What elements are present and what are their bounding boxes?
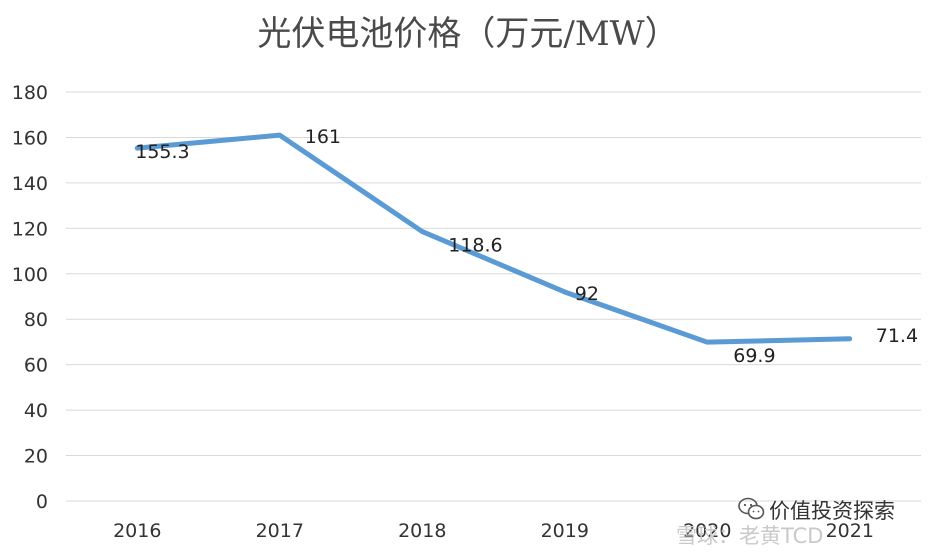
x-tick-label: 2021 <box>826 520 874 542</box>
data-label: 161 <box>305 126 341 148</box>
data-label: 92 <box>575 283 599 305</box>
chart-title: 光伏电池价格（万元/MW） <box>257 14 678 54</box>
data-labels: 155.3 161 118.6 92 69.9 71.4 <box>135 126 918 367</box>
data-label: 118.6 <box>448 235 502 257</box>
gridlines <box>66 91 921 502</box>
x-tick-label: 2020 <box>683 520 731 542</box>
y-tick-label: 100 <box>12 264 48 286</box>
y-tick-label: 40 <box>24 400 48 422</box>
x-axis-ticks: 2016 2017 2018 2019 2020 2021 <box>113 520 874 542</box>
wechat-icon <box>738 497 765 520</box>
y-axis-ticks: 0 20 40 60 80 100 120 140 160 180 <box>12 82 48 513</box>
x-tick-label: 2017 <box>256 520 304 542</box>
watermark-faint-text: 雪球：老黄TCD <box>676 524 823 548</box>
x-tick-label: 2016 <box>113 520 161 542</box>
series-layer <box>134 132 853 345</box>
y-tick-label: 20 <box>24 446 48 468</box>
data-label: 69.9 <box>733 345 775 367</box>
data-label: 71.4 <box>876 325 918 347</box>
x-tick-label: 2018 <box>398 520 446 542</box>
series-line <box>134 132 853 345</box>
watermark: 雪球：老黄TCD 价值投资探索 <box>676 497 895 548</box>
y-tick-label: 0 <box>36 491 48 513</box>
y-tick-label: 80 <box>24 309 48 331</box>
y-tick-label: 180 <box>12 82 48 104</box>
y-tick-label: 160 <box>12 127 48 149</box>
y-tick-label: 120 <box>12 218 48 240</box>
y-tick-label: 60 <box>24 355 48 377</box>
watermark-text: 价值投资探索 <box>769 499 895 523</box>
y-tick-label: 140 <box>12 173 48 195</box>
x-tick-label: 2019 <box>541 520 589 542</box>
data-label: 155.3 <box>135 141 189 163</box>
